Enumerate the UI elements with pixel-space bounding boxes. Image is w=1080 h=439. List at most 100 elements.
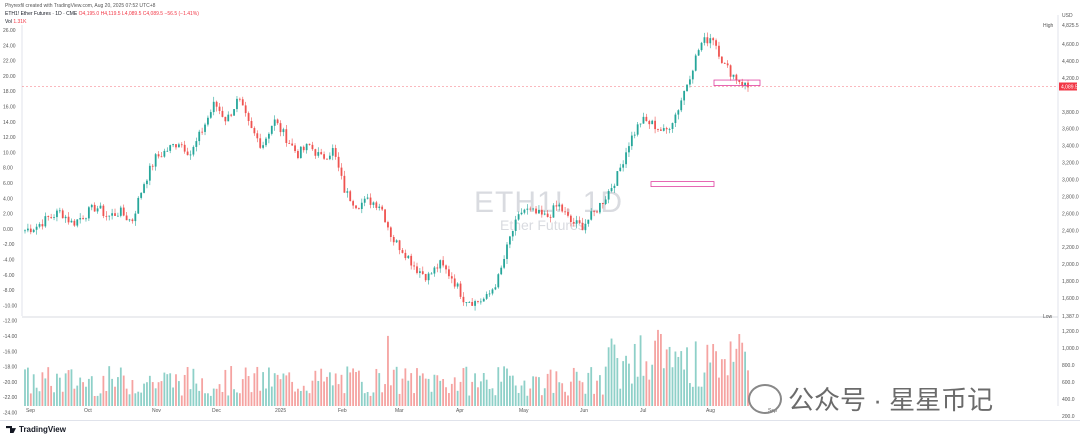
- volume-bar: [622, 361, 625, 406]
- candle-body: [529, 208, 532, 210]
- volume-bar: [459, 381, 462, 406]
- price-axis-unit: USD: [1062, 13, 1073, 19]
- volume-bar: [729, 341, 732, 406]
- candle-body: [511, 230, 514, 237]
- volume-bar: [369, 395, 372, 406]
- candle-body: [532, 208, 535, 210]
- volume-bar: [27, 367, 29, 406]
- volume-bar: [747, 370, 749, 406]
- volume-bar: [398, 393, 401, 406]
- time-axis-label: Aug: [706, 408, 715, 414]
- candle-body: [735, 74, 738, 81]
- symbol-label[interactable]: ETH1!: [5, 11, 20, 17]
- volume-bar: [358, 370, 360, 406]
- candle-body: [117, 215, 119, 217]
- candle-body: [448, 269, 450, 277]
- volume-bar: [599, 375, 601, 406]
- candle-body: [401, 250, 404, 253]
- candle-body: [610, 188, 613, 192]
- volume-bar: [686, 347, 688, 406]
- candle-body: [311, 144, 314, 150]
- left-axis-tick: 0.00: [3, 227, 13, 233]
- candle-body: [706, 37, 709, 44]
- volume-bar: [337, 384, 340, 406]
- candle-body: [360, 202, 363, 210]
- volume-bar: [157, 382, 160, 406]
- volume-bar: [125, 388, 128, 406]
- candle-body: [175, 144, 177, 148]
- candle-body: [744, 82, 746, 86]
- candle-body: [221, 110, 224, 117]
- candle-body: [520, 212, 523, 215]
- volume-bar: [718, 377, 720, 406]
- volume-bar: [404, 368, 407, 406]
- volume-bar: [311, 380, 314, 406]
- candle-body: [677, 110, 680, 115]
- candle-body: [526, 208, 529, 210]
- volume-bar: [581, 382, 584, 406]
- volume-bar: [122, 375, 125, 406]
- candle-body: [224, 116, 227, 122]
- candle-body: [355, 205, 357, 209]
- volume-bar: [616, 358, 619, 406]
- time-axis-label: May: [519, 408, 529, 414]
- candle-body: [616, 171, 619, 186]
- volume-bar: [636, 376, 639, 406]
- volume-bar: [305, 390, 308, 406]
- volume-bar: [468, 395, 471, 406]
- candle-body: [215, 101, 218, 107]
- candle-body: [35, 226, 38, 230]
- candle-body: [465, 302, 468, 303]
- candle-body: [671, 123, 674, 130]
- candle-body: [453, 278, 456, 287]
- volume-bar: [535, 376, 537, 406]
- volume-bar: [709, 362, 712, 406]
- candle-body: [523, 209, 526, 213]
- volume-bar: [96, 395, 99, 406]
- candle-body: [50, 217, 53, 218]
- left-axis-tick: -20.00: [3, 380, 17, 386]
- volume-bar: [604, 366, 607, 406]
- candle-body: [657, 129, 659, 130]
- volume-bar: [29, 393, 32, 406]
- candle-body: [64, 216, 67, 219]
- candle-body: [99, 205, 102, 209]
- tradingview-logo[interactable]: TradingView: [6, 425, 66, 434]
- volume-bar: [247, 376, 250, 406]
- candle-body: [477, 301, 479, 302]
- volume-bar: [526, 395, 529, 406]
- candle-body: [183, 144, 186, 152]
- candle-body: [500, 267, 503, 275]
- volume-bar: [418, 375, 421, 406]
- time-axis-label: Jul: [640, 408, 646, 414]
- volume-bar: [195, 383, 198, 406]
- volume-bar: [674, 351, 677, 406]
- volume-bar: [61, 391, 64, 406]
- volume-bar: [648, 379, 651, 406]
- symbol-name: Ether Futures · 1D · CME: [20, 11, 78, 17]
- volume-bar: [540, 395, 543, 406]
- left-axis-tick: -12.00: [3, 319, 17, 325]
- volume-bar: [366, 391, 369, 406]
- volume-bar: [410, 373, 413, 406]
- volume-bar: [590, 367, 593, 406]
- left-axis-tick: -18.00: [3, 365, 17, 371]
- volume-bar: [53, 392, 55, 406]
- volume-bar: [76, 385, 79, 406]
- candle-body: [387, 222, 389, 228]
- candle-body: [648, 121, 651, 125]
- candle-body: [363, 198, 366, 203]
- candle-body: [410, 255, 413, 266]
- volume-bar: [628, 363, 630, 406]
- candle-body: [375, 202, 378, 208]
- candle-body: [299, 146, 302, 159]
- volume-bar: [334, 373, 337, 406]
- candle-body: [151, 165, 154, 167]
- candle-body: [691, 70, 694, 80]
- candle-body: [700, 42, 703, 51]
- volume-bar: [520, 385, 523, 406]
- volume-bar: [146, 382, 148, 406]
- candle-body: [163, 150, 166, 157]
- volume-bar: [479, 381, 482, 406]
